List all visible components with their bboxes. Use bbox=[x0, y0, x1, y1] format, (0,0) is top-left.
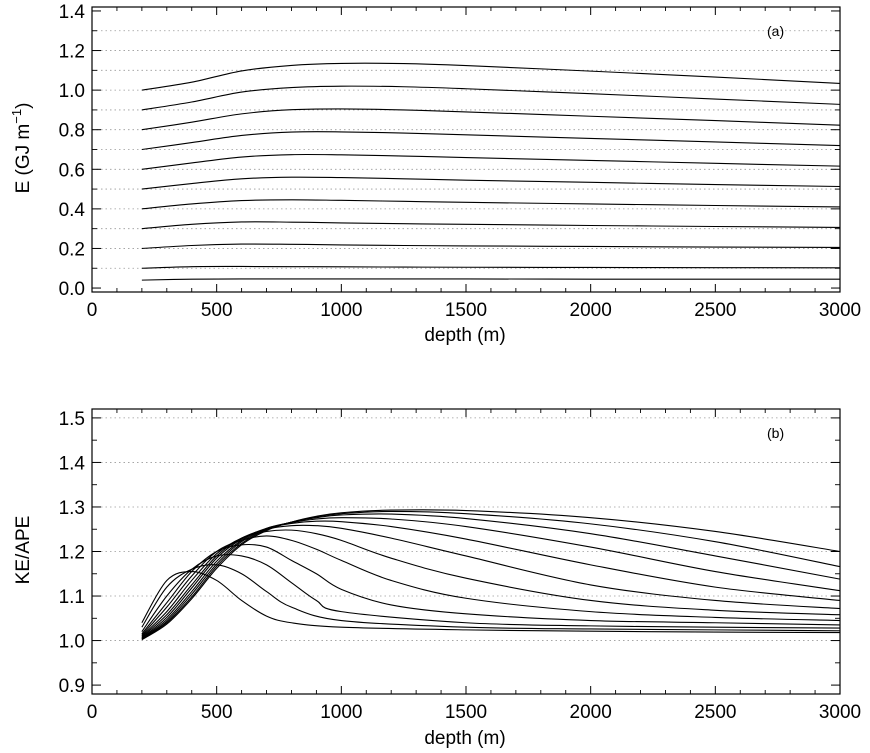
panel-b-series-line-9 bbox=[141, 517, 841, 639]
panel-a-x-axis-title: depth (m) bbox=[424, 325, 505, 346]
panel-a-series-line-2 bbox=[141, 265, 841, 269]
panel-a-ticks bbox=[91, 7, 841, 292]
panel-b-y-axis-title: KE/APE bbox=[13, 516, 34, 585]
panel-b-x-tick-label-3: 1500 bbox=[445, 702, 487, 723]
panel-a-x-tick-label-6: 3000 bbox=[819, 300, 861, 321]
panel-b-ticks bbox=[91, 409, 841, 694]
panel-b-y-tick-label-5: 1.4 bbox=[59, 453, 86, 474]
panel-a-y-tick-label-4: 0.8 bbox=[59, 121, 85, 142]
panel-a-label: (a) bbox=[767, 23, 784, 39]
panel-b-grid bbox=[92, 417, 840, 641]
panel-a-y-tick-label-0: 0.0 bbox=[59, 279, 85, 300]
panel-b-series-line-5 bbox=[141, 535, 841, 636]
panel-a-energy: 0 500 1000 1500 2000 2500 3000 0.0 0.2 0.4 0.6 0.8… bbox=[9, 2, 861, 346]
panel-a-grid bbox=[92, 30, 840, 269]
panel-b-y-tick-labels: 0.9 1.0 1.1 1.2 1.3 1.4 1.5 bbox=[59, 409, 86, 697]
panel-a-y-axis-title: E (GJ m−1) bbox=[9, 103, 34, 194]
panel-a-series-line-10 bbox=[141, 85, 841, 111]
panel-b-series bbox=[141, 509, 841, 641]
panel-b-x-tick-label-5: 2500 bbox=[694, 702, 736, 723]
panel-b-label: (b) bbox=[767, 425, 784, 441]
panel-a-series-line-9 bbox=[141, 108, 841, 131]
panel-b-y-tick-label-4: 1.3 bbox=[59, 498, 85, 519]
panel-b-x-axis-title: depth (m) bbox=[424, 728, 505, 749]
panel-a-x-tick-label-0: 0 bbox=[87, 300, 98, 321]
panel-a-y-tick-label-2: 0.4 bbox=[59, 200, 86, 221]
panel-b-y-tick-label-6: 1.5 bbox=[59, 409, 85, 430]
panel-b-y-tick-label-0: 0.9 bbox=[59, 676, 85, 697]
panel-b-x-tick-label-6: 3000 bbox=[819, 702, 861, 723]
panel-b-series-line-4 bbox=[141, 543, 841, 635]
panel-a-y-tick-label-5: 1.0 bbox=[59, 81, 85, 102]
panel-b-series-line-12 bbox=[141, 509, 841, 641]
panel-a-series-line-3 bbox=[141, 243, 841, 250]
panel-a-series-line-1 bbox=[141, 278, 840, 281]
panel-a-series-line-4 bbox=[141, 221, 841, 230]
panel-a-series-line-6 bbox=[141, 176, 841, 190]
panel-b-series-line-7 bbox=[141, 524, 841, 638]
panel-a-x-tick-label-3: 1500 bbox=[445, 300, 487, 321]
panel-a-x-tick-label-2: 1000 bbox=[320, 300, 362, 321]
panel-b-x-tick-label-0: 0 bbox=[87, 702, 98, 723]
panel-a-series-line-8 bbox=[141, 131, 841, 151]
panel-a-y-tick-label-3: 0.6 bbox=[59, 160, 85, 181]
panel-b-y-tick-label-3: 1.2 bbox=[59, 543, 85, 564]
panel-a-y-tick-label-6: 1.2 bbox=[59, 42, 85, 63]
panel-a-series-line-5 bbox=[141, 199, 841, 210]
panel-a-series-line-7 bbox=[141, 153, 841, 170]
panel-a-series bbox=[141, 62, 841, 281]
panel-a-x-tick-labels: 0 500 1000 1500 2000 2500 3000 bbox=[87, 300, 861, 321]
panel-a-series-line-11 bbox=[141, 62, 841, 91]
panel-a-x-tick-label-1: 500 bbox=[201, 300, 233, 321]
panel-b-series-line-8 bbox=[141, 520, 841, 639]
panel-a-y-tick-label-7: 1.4 bbox=[59, 2, 86, 23]
panel-b-series-line-10 bbox=[141, 513, 841, 640]
panel-a-x-tick-label-4: 2000 bbox=[570, 300, 612, 321]
panel-b-ke-ape: 0 500 1000 1500 2000 2500 3000 0.9 1.0 1.1 1.2 1.3… bbox=[13, 408, 861, 749]
panel-b-x-tick-label-1: 500 bbox=[201, 702, 233, 723]
panel-b-x-tick-label-4: 2000 bbox=[570, 702, 612, 723]
panel-b-y-tick-label-2: 1.1 bbox=[59, 587, 85, 608]
panel-b-x-tick-label-2: 1000 bbox=[320, 702, 362, 723]
panel-b-series-line-6 bbox=[141, 529, 841, 637]
panel-a-y-tick-label-1: 0.2 bbox=[59, 239, 85, 260]
panel-b-x-tick-labels: 0 500 1000 1500 2000 2500 3000 bbox=[87, 702, 861, 723]
panel-a-y-tick-labels: 0.0 0.2 0.4 0.6 0.8 1.0 1.2 1.4 bbox=[59, 2, 86, 300]
panel-b-series-line-3 bbox=[141, 554, 841, 632]
panel-b-y-tick-label-1: 1.0 bbox=[59, 632, 85, 653]
panel-a-x-tick-label-5: 2500 bbox=[694, 300, 736, 321]
